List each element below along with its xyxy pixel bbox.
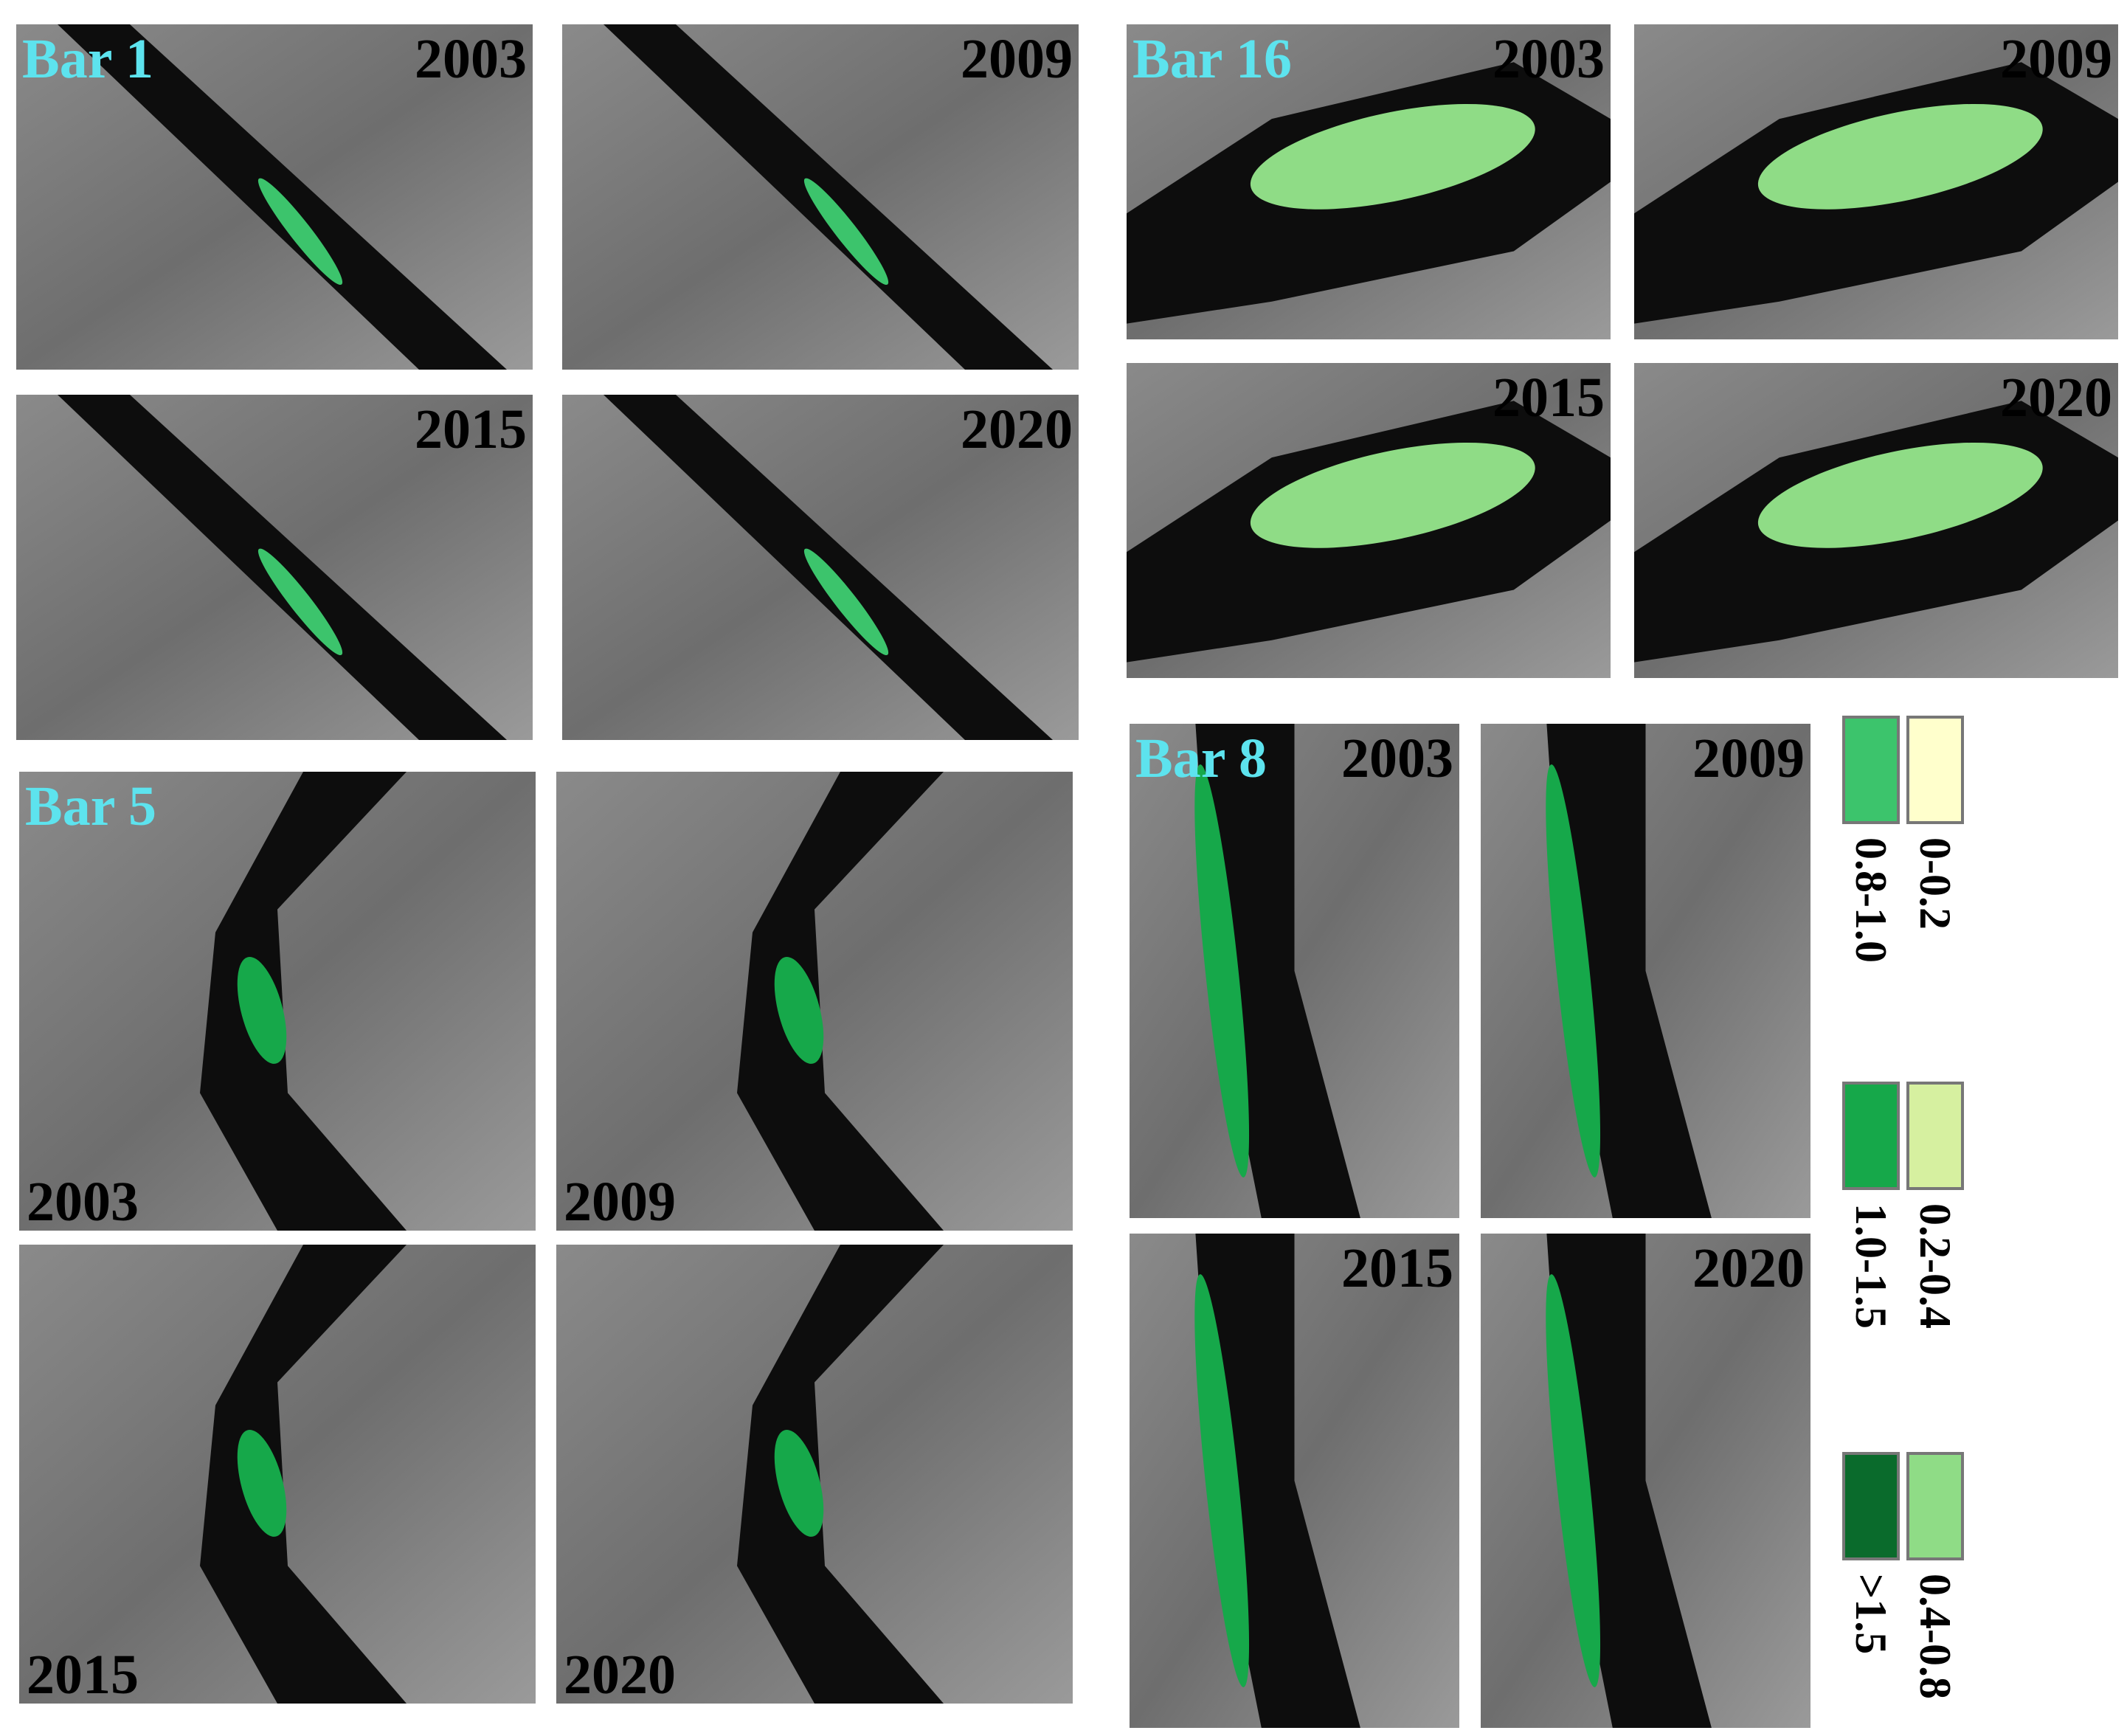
sandbar: [1194, 764, 1250, 1177]
sandbar: [257, 548, 343, 656]
year-label: 2003: [1493, 28, 1605, 90]
image-panel: 2009: [1481, 724, 1810, 1218]
year-label: 2009: [961, 28, 1073, 90]
sandbar: [774, 1429, 824, 1537]
sandbar: [803, 548, 889, 656]
image-panel: 2015: [1127, 363, 1611, 678]
legend-swatch: [1906, 1452, 1964, 1560]
legend-swatch: [1906, 716, 1964, 824]
legend-label: >1.5: [1847, 1574, 1895, 1654]
image-panel: 2003 Bar 5: [19, 772, 536, 1233]
legend-swatch: [1842, 716, 1900, 824]
image-panel: 2020: [562, 395, 1079, 740]
year-label: 2020: [1692, 1237, 1805, 1299]
river: [1546, 724, 1712, 1218]
image-panel: 2009: [556, 772, 1073, 1233]
year-label: 2003: [1341, 727, 1453, 789]
year-label: 2003: [27, 1171, 139, 1233]
river: [200, 1245, 407, 1704]
image-panel: 2009: [562, 24, 1079, 370]
year-label: 2003: [415, 28, 527, 90]
image-panel: 2003 Bar 1: [16, 24, 533, 370]
year-label: 2015: [27, 1644, 139, 1706]
year-label: 2009: [1692, 727, 1805, 789]
sandbar: [1757, 103, 2043, 210]
image-panel: 2015: [1130, 1234, 1459, 1728]
legend-label: 1.0-1.5: [1847, 1203, 1895, 1329]
legend-swatch: [1842, 1082, 1900, 1190]
bar-label: Bar 16: [1132, 28, 1292, 90]
legend-label: 0.4-0.8: [1911, 1574, 1960, 1699]
image-panel: 2020: [1634, 363, 2118, 678]
bar-label: Bar 8: [1135, 727, 1267, 789]
sandbar: [1546, 1274, 1601, 1687]
legend-label: 0-0.2: [1911, 837, 1960, 930]
legend-swatch: [1906, 1082, 1964, 1190]
bar-label: Bar 5: [25, 775, 156, 837]
sandbar: [1757, 442, 2043, 548]
legend-label: 0.8-1.0: [1847, 837, 1895, 963]
year-label: 2020: [564, 1644, 676, 1706]
sandbar: [1546, 764, 1601, 1177]
image-panel: 2003 Bar 8: [1130, 724, 1459, 1218]
sandbar: [257, 178, 343, 286]
image-panel: 2003 Bar 16: [1127, 24, 1611, 339]
bar-label: Bar 1: [22, 28, 153, 90]
image-panel: 2020: [556, 1245, 1073, 1706]
river: [1546, 1234, 1712, 1728]
river: [737, 772, 944, 1231]
sandbar: [803, 178, 889, 286]
legend-swatch: [1842, 1452, 1900, 1560]
sandbar: [1250, 103, 1535, 210]
year-label: 2020: [2000, 367, 2112, 429]
river: [737, 1245, 944, 1704]
year-label: 2009: [564, 1171, 676, 1233]
legend-label: 0.2-0.4: [1911, 1203, 1960, 1329]
image-panel: 2020: [1481, 1234, 1810, 1728]
image-panel: 2015: [19, 1245, 536, 1706]
year-label: 2015: [1341, 1237, 1453, 1299]
year-label: 2015: [415, 398, 527, 460]
image-panel: 2009: [1634, 24, 2118, 339]
sandbar: [237, 956, 287, 1064]
sandbar: [1194, 1274, 1250, 1687]
sandbar: [237, 1429, 287, 1537]
sandbar: [1250, 442, 1535, 548]
year-label: 2015: [1493, 367, 1605, 429]
year-label: 2020: [961, 398, 1073, 460]
image-panel: 2015: [16, 395, 533, 740]
sandbar: [774, 956, 824, 1064]
year-label: 2009: [2000, 28, 2112, 90]
river: [200, 772, 407, 1231]
